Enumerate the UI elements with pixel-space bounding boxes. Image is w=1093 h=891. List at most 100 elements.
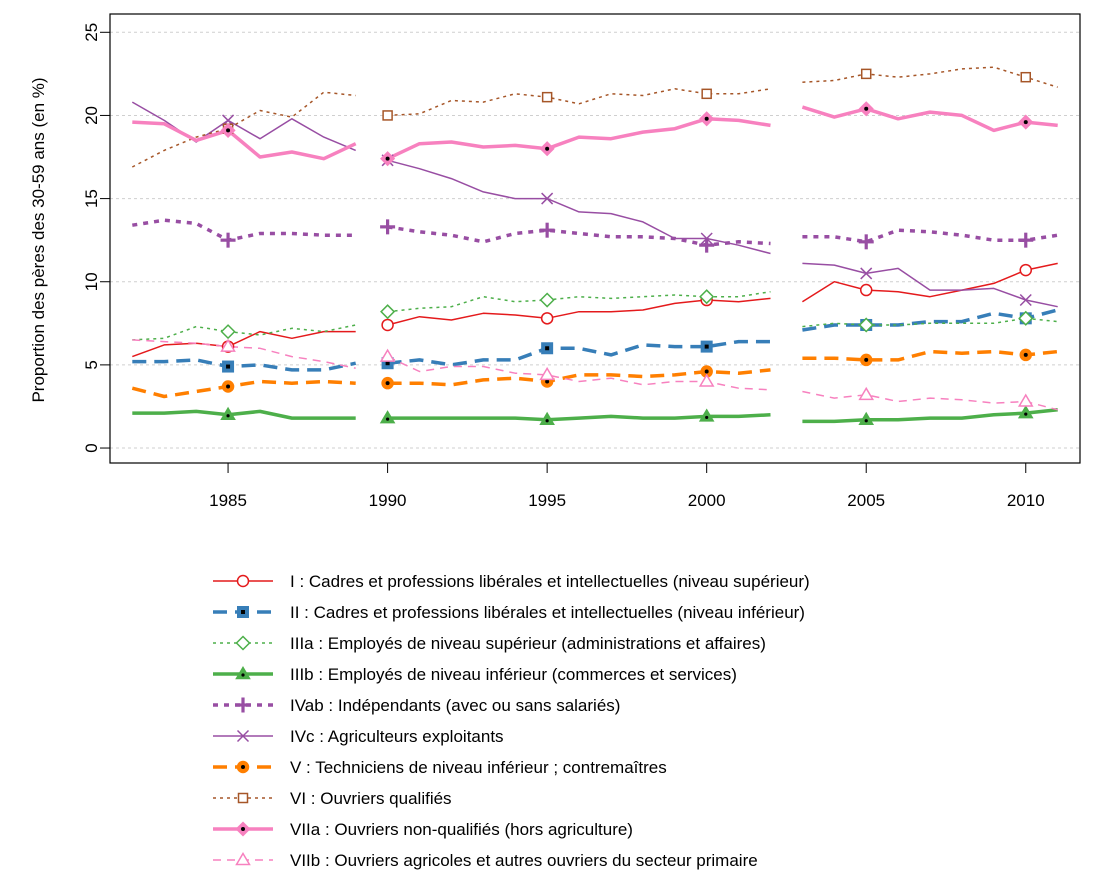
series-line xyxy=(802,66,1058,88)
series-markers-3 xyxy=(220,405,1034,426)
series-7 xyxy=(131,66,1058,168)
series-2 xyxy=(132,290,1058,341)
series-line xyxy=(387,159,771,255)
marker-diamond xyxy=(539,292,555,308)
marker-triangle xyxy=(235,666,251,680)
legend-label: VI : Ouvriers qualifiés xyxy=(290,789,452,808)
marker-dot xyxy=(1023,352,1028,357)
series-line xyxy=(132,358,357,372)
series-line xyxy=(131,101,356,152)
marker-layer xyxy=(220,68,1034,426)
marker-dot xyxy=(385,156,390,161)
y-axis-label: Proportion des pères des 30-59 ans (en %… xyxy=(29,77,48,402)
legend-item: II : Cadres et professions libérales et … xyxy=(213,603,805,622)
series-line xyxy=(132,324,356,341)
marker-diamond xyxy=(699,289,715,305)
marker-diamond xyxy=(858,317,874,333)
marker-circle xyxy=(381,318,394,332)
marker-triangle xyxy=(858,386,875,401)
legend-label: VIIb : Ouvriers agricoles et autres ouvr… xyxy=(290,851,758,870)
marker-dot xyxy=(545,419,549,423)
x-tick-label: 1985 xyxy=(209,491,247,510)
marker-dot xyxy=(545,346,550,351)
legend-item: IIIb : Employés de niveau inférieur (com… xyxy=(213,665,737,684)
x-tick-label: 1990 xyxy=(369,491,407,510)
marker-dot xyxy=(226,128,231,133)
marker-triangle xyxy=(858,411,875,426)
y-tick-label: 0 xyxy=(82,443,101,452)
series-4 xyxy=(132,218,1058,247)
marker-triangle xyxy=(220,406,236,421)
legend-label: V : Techniciens de niveau inférieur ; co… xyxy=(290,758,667,777)
series-line xyxy=(387,88,771,117)
marker-square xyxy=(541,91,553,103)
legend-label: I : Cadres et professions libérales et i… xyxy=(290,572,810,591)
marker-diamond xyxy=(1018,310,1034,326)
x-tick-label: 1995 xyxy=(528,491,566,510)
marker-dot xyxy=(241,827,245,831)
marker-dot xyxy=(705,415,709,420)
series-markers-0 xyxy=(221,263,1033,353)
marker-dot xyxy=(241,765,245,769)
series-line xyxy=(387,290,771,313)
marker-diamond xyxy=(235,635,251,651)
x-axis: 1985 1990 1995 2000 2005 2010 xyxy=(209,463,1045,510)
series-line xyxy=(131,91,356,168)
series-line xyxy=(802,262,1058,303)
marker-dot xyxy=(545,379,550,384)
marker-dot xyxy=(226,384,231,389)
legend-label: VIIa : Ouvriers non-qualifiés (hors agri… xyxy=(290,820,633,839)
marker-circle xyxy=(859,283,873,297)
marker-diamond xyxy=(220,324,236,340)
marker-dot xyxy=(704,344,709,349)
series-line xyxy=(132,409,356,420)
x-tick-label: 2010 xyxy=(1007,491,1045,510)
marker-triangle xyxy=(1017,393,1034,407)
plot-frame xyxy=(109,13,1081,464)
legend-item: VI : Ouvriers qualifiés xyxy=(213,789,452,808)
series-1 xyxy=(132,308,1059,372)
series-line xyxy=(132,339,356,369)
marker-triangle xyxy=(379,410,396,424)
marker-dot xyxy=(1023,120,1028,125)
marker-triangle xyxy=(235,852,251,866)
legend-label: IVab : Indépendants (avec ou sans salari… xyxy=(290,696,620,715)
legend-item: I : Cadres et professions libérales et i… xyxy=(213,572,810,591)
series-line xyxy=(802,262,1058,308)
marker-triangle xyxy=(379,348,396,362)
marker-cross xyxy=(236,729,250,743)
marker-cross xyxy=(541,192,554,205)
marker-dot xyxy=(385,381,390,386)
series-markers-1 xyxy=(222,312,1032,373)
series-line xyxy=(387,339,771,367)
marker-circle xyxy=(236,574,250,588)
series-3 xyxy=(132,408,1058,424)
marker-dot xyxy=(385,417,390,421)
series-line xyxy=(132,218,356,242)
series-line xyxy=(802,349,1058,362)
series-5 xyxy=(131,101,1058,308)
marker-triangle xyxy=(220,338,236,352)
series-line xyxy=(801,105,1058,133)
series-line xyxy=(387,297,771,326)
marker-square xyxy=(1020,71,1032,83)
series-line xyxy=(131,379,356,399)
legend-label: IVc : Agriculteurs exploitants xyxy=(290,727,504,746)
series-markers-2 xyxy=(220,289,1034,340)
marker-dot xyxy=(241,610,245,614)
legend: I : Cadres et professions libérales et i… xyxy=(213,572,810,870)
marker-dot xyxy=(704,369,709,374)
legend-label: IIIa : Employés de niveau supérieur (adm… xyxy=(290,634,766,653)
marker-triangle xyxy=(698,373,715,387)
y-tick-label: 25 xyxy=(82,23,101,42)
series-line xyxy=(387,368,771,387)
legend-label: II : Cadres et professions libérales et … xyxy=(290,603,805,622)
marker-circle xyxy=(1019,263,1033,277)
legend-item: IVab : Indépendants (avec ou sans salari… xyxy=(213,696,620,715)
marker-cross xyxy=(700,232,713,245)
series-line xyxy=(132,120,357,161)
series-line xyxy=(802,408,1058,424)
x-tick-label: 2000 xyxy=(688,491,726,510)
marker-dot xyxy=(545,146,550,151)
